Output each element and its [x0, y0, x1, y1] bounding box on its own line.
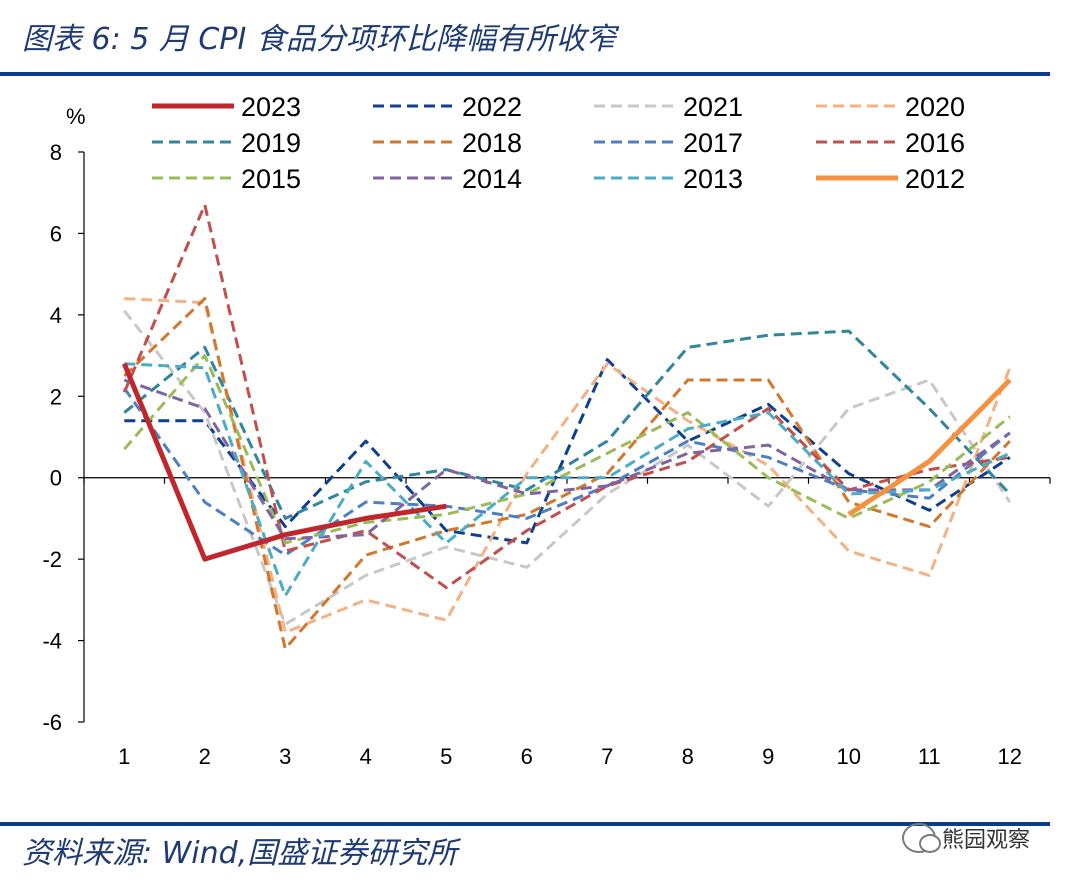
- x-tick-label: 9: [762, 744, 774, 769]
- series-line-2014: [123, 378, 1011, 541]
- y-tick-label: 6: [50, 221, 62, 246]
- series-line-2017: [123, 387, 1011, 557]
- series-line-2015: [123, 354, 1011, 545]
- x-tick-label: 2: [199, 744, 211, 769]
- bottom-rule: [0, 822, 1050, 826]
- series-line-2013: [124, 362, 1011, 598]
- top-rule: [0, 72, 1050, 76]
- legend-label-2016: 2016: [905, 128, 965, 158]
- x-tick-label: 11: [918, 744, 941, 769]
- series-line-2020: [124, 297, 1012, 634]
- legend-label-2014: 2014: [462, 164, 522, 194]
- y-tick-label: 2: [50, 384, 62, 409]
- legend-label-2019: 2019: [241, 128, 301, 158]
- legend-label-2018: 2018: [462, 128, 522, 158]
- legend-label-2020: 2020: [905, 92, 965, 122]
- watermark-label: 熊园观察: [942, 828, 1031, 853]
- x-tick-label: 4: [360, 744, 372, 769]
- series-line-2016: [122, 203, 1011, 590]
- series-line-2012: [847, 378, 1012, 517]
- x-tick-label: 5: [440, 744, 452, 769]
- x-tick-label: 1: [118, 744, 130, 769]
- wechat-icon: [902, 823, 941, 853]
- series-line-2023: [121, 362, 447, 562]
- legend-label-2021: 2021: [683, 92, 743, 122]
- y-tick-label: -2: [42, 547, 62, 572]
- legend-label-2012: 2012: [905, 164, 965, 194]
- legend: 2023 2022 2021 2020 2019 2018 2017 2016 2015 2014…: [152, 92, 965, 194]
- y-tick-label: 8: [50, 140, 62, 165]
- legend-label-2017: 2017: [683, 128, 743, 158]
- x-tick-label: 8: [682, 744, 694, 769]
- y-tick-label: 4: [50, 303, 62, 328]
- legend-label-2023: 2023: [241, 92, 301, 122]
- y-axis-label: %: [66, 104, 86, 129]
- legend-label-2013: 2013: [683, 164, 743, 194]
- chart-title: 图表 6: 5 月 CPI 食品分项环比降幅有所收窄: [22, 22, 616, 57]
- x-tick-label: 6: [521, 744, 533, 769]
- legend-label-2022: 2022: [462, 92, 522, 122]
- watermark: 熊园观察: [902, 820, 1052, 856]
- legend-label-2015: 2015: [241, 164, 301, 194]
- y-tick-label: -6: [42, 710, 62, 735]
- x-tick-label: 3: [279, 744, 291, 769]
- x-tick-label: 12: [998, 744, 1022, 769]
- y-tick-label: 0: [50, 466, 62, 491]
- series-group: [121, 203, 1012, 651]
- x-tick-label: 10: [837, 744, 861, 769]
- y-tick-label: -4: [42, 629, 62, 654]
- series-line-2021: [123, 309, 1012, 626]
- x-tick-label: 7: [601, 744, 613, 769]
- source-note: 资料来源: Wind,国盛证券研究所: [22, 836, 458, 871]
